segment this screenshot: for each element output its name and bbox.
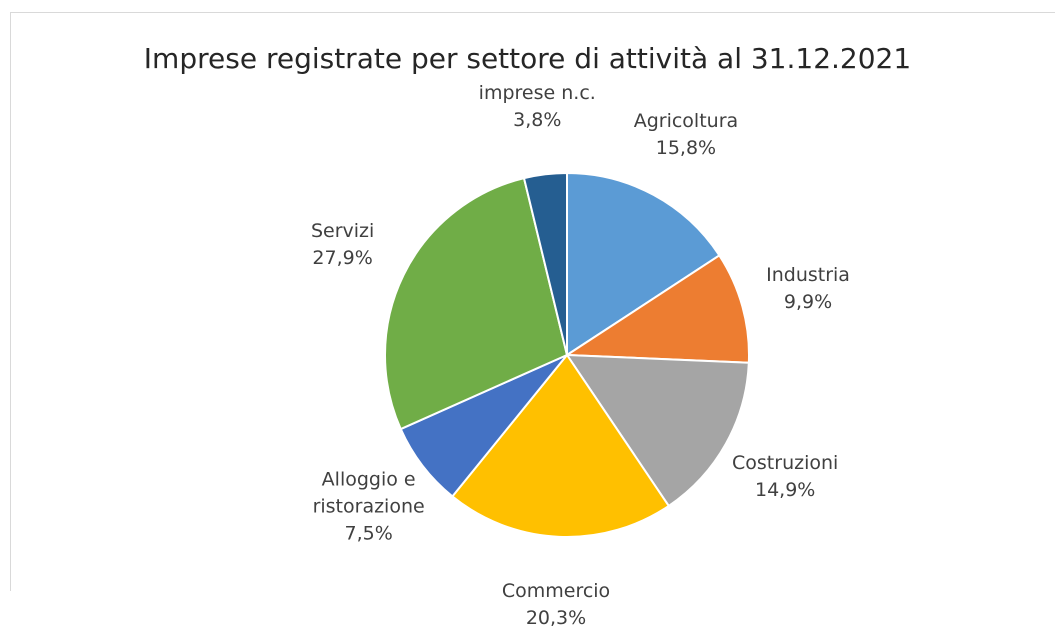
pie-slice [384,176,569,431]
data-label: Agricoltura 15,8% [611,108,761,162]
value-label: 15,8% [655,137,717,160]
pie-slice [563,254,750,364]
category-label: Costruzioni [732,452,839,475]
value-label: 3,8% [513,108,562,131]
data-label: Commercio 20,3% [481,578,631,632]
data-label: Alloggio e ristorazione 7,5% [294,467,444,548]
chart-frame [10,12,1055,591]
data-label: Industria 9,9% [733,262,883,316]
pie-slice [565,353,750,508]
page: Imprese registrate per settore di attivi… [10,12,1055,629]
value-label: 7,5% [344,522,393,545]
pie-slice [451,353,671,538]
chart-title: Imprese registrate per settore di attivi… [143,42,912,75]
category-label: Alloggio e ristorazione [312,468,425,518]
category-label: Servizi [310,219,375,242]
chart [384,171,750,538]
value-label: 20,3% [525,606,587,629]
value-label: 27,9% [312,246,373,269]
category-label: Industria [766,263,850,286]
pie-slice [522,171,568,356]
value-label: 9,9% [783,290,833,313]
value-label: 14,9% [754,479,816,502]
category-label: Commercio [501,579,611,602]
category-label: imprese n.c. [478,81,596,104]
pie-slice [566,171,721,357]
category-label: Agricoltura [633,110,739,133]
data-label: imprese n.c. 3,8% [462,80,612,134]
data-label: Servizi 27,9% [268,218,418,272]
data-label: Costruzioni 14,9% [710,450,860,504]
